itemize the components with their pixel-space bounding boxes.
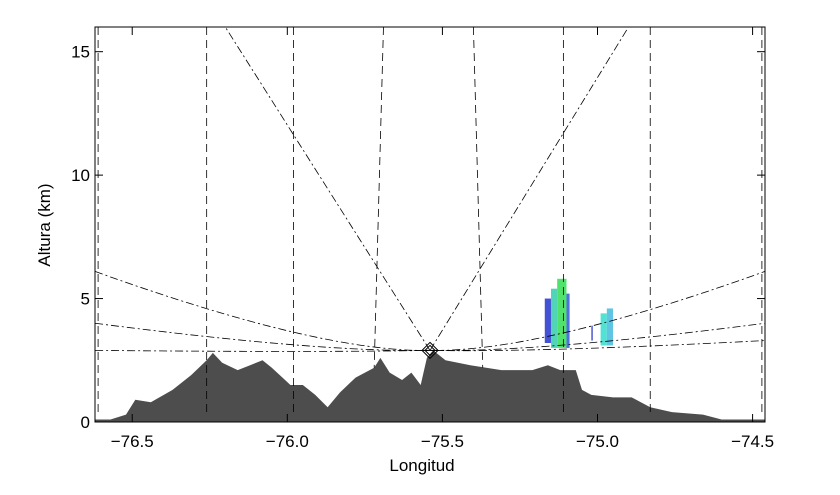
- radar-echo: [606, 308, 614, 346]
- y-tick-label: 10: [71, 166, 90, 185]
- radar-echo: [591, 325, 593, 341]
- radar-echo: [557, 278, 567, 348]
- y-axis-label: Altura (km): [35, 183, 54, 266]
- radar-echo: [566, 293, 570, 348]
- x-tick-label: −74.5: [731, 432, 774, 451]
- plot-frame: [94, 26, 766, 423]
- x-axis-label: Longitud: [389, 456, 454, 475]
- y-tick-label: 15: [71, 43, 90, 62]
- beam-dashed-line: [473, 26, 484, 368]
- beam-line: [224, 26, 431, 351]
- x-tick-label: −75.5: [421, 432, 464, 451]
- x-tick-label: −75.0: [576, 432, 619, 451]
- beam-dashed-line: [373, 26, 384, 368]
- terrain-area: [95, 350, 765, 422]
- x-tick-label: −76.5: [111, 432, 154, 451]
- radar-echo: [600, 313, 607, 346]
- y-tick-label: 5: [81, 290, 90, 309]
- radar-diamond-icon: [421, 341, 439, 360]
- x-tick-label: −76.0: [266, 432, 309, 451]
- beam-curve: [94, 340, 766, 352]
- radar-echo: [544, 298, 551, 343]
- y-tick-label: 0: [81, 413, 90, 432]
- beam-curve: [94, 322, 766, 351]
- beam-curve: [94, 271, 766, 351]
- beam-line: [429, 26, 629, 351]
- radar-echo: [550, 288, 558, 348]
